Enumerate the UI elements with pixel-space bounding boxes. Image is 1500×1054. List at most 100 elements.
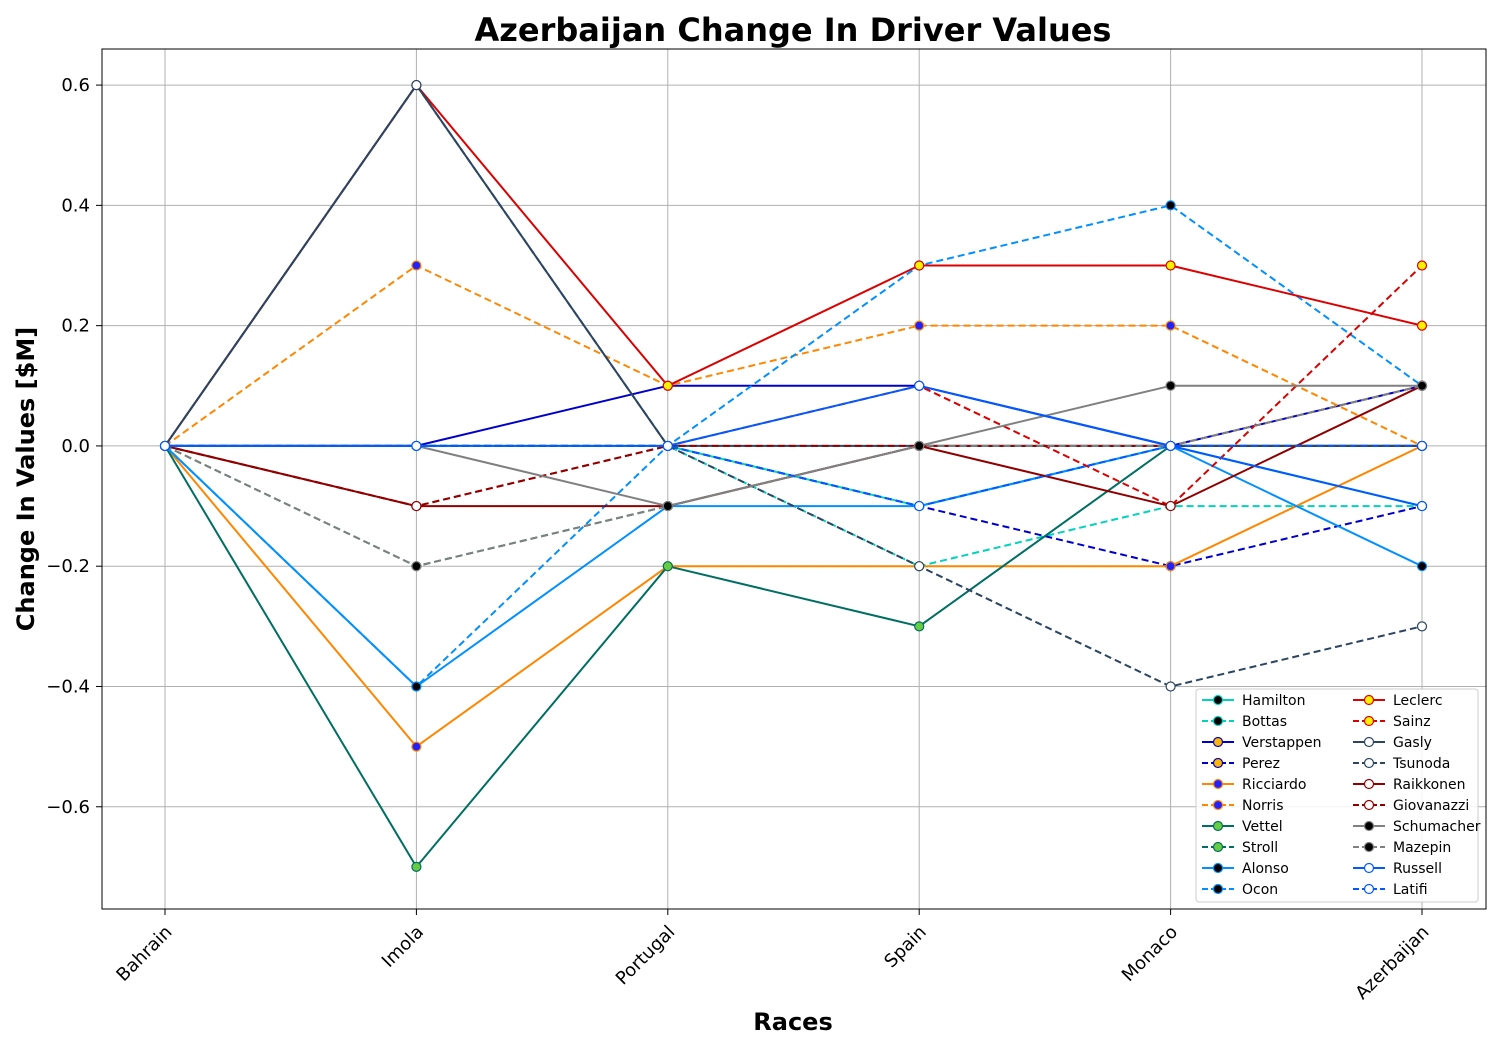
data-point-leclerc: [1416, 320, 1428, 331]
data-point-ocon: [411, 681, 422, 692]
x-tick-label: Bahrain: [112, 922, 176, 986]
data-point-mazepin: [914, 440, 925, 452]
data-point-alonso: [1416, 561, 1428, 572]
legend-marker-russell: [1363, 862, 1375, 874]
data-point-ocon: [1165, 200, 1176, 211]
data-point-norris: [411, 260, 422, 271]
series-line-ocon: [164, 204, 1423, 688]
y-axis-ticks: −0.6 −0.4 −0.2 0.0 0.2 0.4 0.6: [46, 75, 102, 818]
legend-label-raikkonen: Raikkonen: [1393, 777, 1466, 793]
data-point-tsunoda: [411, 79, 422, 91]
y-tick-label: −0.4: [46, 676, 90, 697]
legend-label-latifi: Latifi: [1393, 882, 1428, 898]
data-point-mazepin: [411, 561, 422, 572]
data-point-latifi: [1416, 440, 1428, 452]
legend-marker-stroll: [1212, 841, 1224, 853]
legend-label-vettel: Vettel: [1242, 819, 1283, 835]
data-point-norris: [1165, 320, 1176, 331]
data-point-leclerc: [1165, 260, 1176, 271]
legend-marker-giovanazzi: [1363, 799, 1375, 811]
x-tick-label: Portugal: [612, 922, 680, 990]
legend-marker-alonso: [1212, 862, 1224, 874]
legend: Hamilton Bottas Verstappen Perez Ricciardo No…: [1195, 688, 1481, 903]
data-point-raikkonen: [1165, 500, 1176, 512]
legend-label-tsunoda: Tsunoda: [1392, 756, 1450, 772]
legend-label-schumacher: Schumacher: [1393, 819, 1481, 835]
series-layer: [164, 84, 1423, 868]
data-point-russell: [914, 380, 925, 391]
legend-marker-hamilton: [1212, 694, 1224, 706]
y-tick-label: −0.6: [46, 797, 90, 818]
legend-marker-schumacher: [1363, 820, 1375, 832]
data-point-latifi: [1165, 440, 1176, 452]
data-point-latifi: [159, 440, 171, 452]
y-axis-label: Change In Values [$M]: [12, 327, 40, 631]
legend-marker-mazepin: [1363, 841, 1375, 853]
chart-title: Azerbaijan Change In Driver Values: [475, 11, 1112, 49]
legend-marker-latifi: [1363, 883, 1375, 895]
data-point-tsunoda: [1165, 681, 1176, 692]
legend-marker-tsunoda: [1363, 757, 1375, 769]
data-point-vettel: [662, 561, 673, 572]
series-line-latifi: [165, 444, 1422, 508]
data-point-latifi: [411, 440, 422, 452]
plot-area: [101, 48, 1487, 910]
data-point-vettel: [914, 621, 925, 632]
legend-label-bottas: Bottas: [1242, 714, 1287, 730]
data-point-schumacher: [1165, 380, 1176, 391]
legend-label-perez: Perez: [1242, 756, 1280, 772]
legend-marker-bottas: [1212, 715, 1224, 727]
legend-box: [1195, 688, 1479, 903]
legend-label-alonso: Alonso: [1242, 861, 1289, 877]
data-point-ricciardo: [411, 741, 422, 752]
legend-marker-sainz: [1363, 715, 1375, 727]
legend-label-leclerc: Leclerc: [1393, 693, 1443, 709]
marker-layer: [159, 79, 1428, 873]
data-point-latifi: [662, 440, 673, 452]
data-point-norris: [914, 320, 925, 331]
legend-label-giovanazzi: Giovanazzi: [1393, 798, 1469, 814]
legend-label-hamilton: Hamilton: [1242, 693, 1305, 709]
legend-label-stroll: Stroll: [1242, 840, 1278, 856]
data-point-tsunoda: [914, 561, 925, 572]
x-axis-ticks: Bahrain Imola Portugal Spain Monaco Azerbaija…: [112, 909, 1434, 1004]
legend-label-norris: Norris: [1242, 798, 1284, 814]
series-line-tsunoda: [164, 84, 1423, 688]
data-point-sainz: [1416, 260, 1428, 271]
legend-label-russell: Russell: [1393, 861, 1442, 877]
data-point-leclerc: [914, 260, 925, 271]
legend-marker-ocon: [1212, 883, 1224, 895]
y-tick-label: 0.0: [61, 436, 90, 457]
y-tick-label: 0.6: [61, 75, 90, 96]
y-tick-label: 0.4: [61, 195, 90, 216]
x-axis-label: Races: [753, 1008, 832, 1036]
data-point-vettel: [411, 861, 422, 873]
data-point-mazepin: [1416, 380, 1428, 391]
y-tick-label: −0.2: [46, 556, 90, 577]
x-tick-label: Spain: [880, 922, 930, 972]
legend-label-verstappen: Verstappen: [1242, 735, 1321, 751]
series-line-gasly: [164, 84, 1422, 447]
legend-label-gasly: Gasly: [1393, 735, 1432, 751]
data-point-latifi: [914, 500, 925, 512]
legend-label-ocon: Ocon: [1242, 882, 1278, 898]
legend-marker-verstappen: [1212, 736, 1224, 748]
data-point-ricciardo: [1165, 561, 1176, 572]
x-tick-label: Monaco: [1118, 922, 1182, 986]
series-line-leclerc: [164, 84, 1423, 447]
legend-label-mazepin: Mazepin: [1393, 840, 1451, 856]
legend-label-sainz: Sainz: [1393, 714, 1431, 730]
x-tick-label: Azerbaijan: [1351, 922, 1433, 1004]
data-point-tsunoda: [1416, 621, 1428, 632]
legend-marker-ricciardo: [1212, 778, 1224, 790]
legend-label-ricciardo: Ricciardo: [1242, 777, 1306, 793]
y-tick-label: 0.2: [61, 316, 90, 337]
data-point-leclerc: [662, 380, 673, 391]
series-line-ricciardo: [164, 444, 1423, 748]
legend-marker-raikkonen: [1363, 778, 1375, 790]
legend-marker-gasly: [1363, 736, 1375, 748]
data-point-giovanazzi: [411, 500, 422, 512]
x-tick-label: Imola: [378, 922, 428, 972]
